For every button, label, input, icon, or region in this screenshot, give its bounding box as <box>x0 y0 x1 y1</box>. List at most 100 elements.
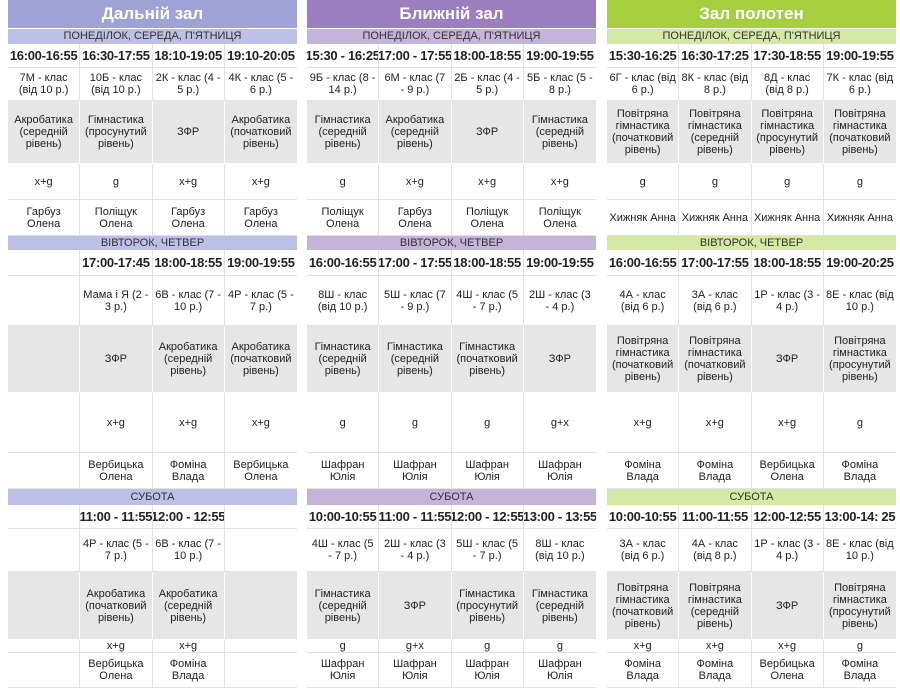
schedule-cell <box>224 505 297 529</box>
schedule-row: Гімнастика (середній рівень) ЗФР Гімнастик… <box>307 572 596 640</box>
schedule-cell: 5Ш - клас (5 - 7 р.) <box>451 529 524 572</box>
schedule-row: х+g х+g х+g <box>8 393 297 453</box>
schedule-cell: 6В - клас (7 - 10 р.) <box>152 529 225 572</box>
schedule-row: 15:30-16:25 16:30-17:25 17:30-18:55 19:00-1… <box>607 44 896 68</box>
schedule-cell: ЗФР <box>751 326 824 393</box>
schedule-row: Хижняк Анна Хижняк Анна Хижняк Анна Хижняк … <box>607 200 896 236</box>
schedule-cell: 17:00 - 17:55 <box>379 44 452 68</box>
schedule-cell: Акробатика (середній рівень) <box>8 101 81 164</box>
schedule-cell: Гімнастика (просунутий рівень) <box>451 572 524 640</box>
schedule-row: х+g х+g х+g g <box>607 640 896 653</box>
schedule-cell: Гімнастика (середній рівень) <box>523 101 596 164</box>
schedule-row: Повітряна гімнастика (початковий рівень)… <box>607 326 896 393</box>
schedule-row: Фоміна Влада Фоміна Влада Вербицька Олена Ф… <box>607 453 896 489</box>
day-bar: ВІВТОРОК, ЧЕТВЕР <box>8 236 297 250</box>
schedule-cell: 7М - клас (від 10 р.) <box>8 68 81 101</box>
schedule-cell: 2Б - клас (4 - 5 р.) <box>451 68 524 101</box>
schedule-row: 7М - клас (від 10 р.) 10Б - клас (від 10 … <box>8 68 297 101</box>
schedule-cell: Гарбуз Олена <box>152 200 225 236</box>
schedule-row: g х+g х+g х+g <box>307 164 596 200</box>
schedule-cell: 2Ш - клас (3 - 4 р.) <box>523 276 596 326</box>
schedule-cell: ЗФР <box>751 572 824 640</box>
schedule-cell: Повітряна гімнастика (просунутий рівень) <box>751 101 824 164</box>
schedule-row: 3А - клас (від 6 р.) 4А - клас (від 8 р.)… <box>607 529 896 572</box>
schedule-cell: 18:00-18:55 <box>152 250 225 276</box>
schedule-cell: Акробатика (початковий рівень) <box>224 101 297 164</box>
schedule-cell: 4К - клас (5 - 6 р.) <box>224 68 297 101</box>
schedule-row: 16:00-16:55 17:00-17:55 18:00-18:55 19:00-2… <box>607 250 896 276</box>
schedule-cell: х+g <box>751 393 824 453</box>
schedule-cell: Мама і Я (2 - 3 р.) <box>80 276 153 326</box>
schedule-cell <box>8 453 81 489</box>
schedule-cell: Гімнастика (початковий рівень) <box>451 326 524 393</box>
schedule-cell: Повітряна гімнастика (початковий рівень) <box>823 101 896 164</box>
schedule-row: 4Р - клас (5 - 7 р.) 6В - клас (7 - 10 р.… <box>8 529 297 572</box>
hall-column: Зал полотен ПОНЕДІЛОК, СЕРЕДА, П'ЯТНИЦЯ 15… <box>607 0 896 688</box>
schedule-cell: 3А - клас (від 6 р.) <box>679 276 752 326</box>
schedule-cell: Акробатика (початковий рівень) <box>224 326 297 393</box>
schedule-cell: 16:00-16:55 <box>307 250 380 276</box>
schedule-row: Акробатика (середній рівень) Гімнастика (… <box>8 101 297 164</box>
schedule-cell: g <box>379 393 452 453</box>
schedule-cell: х+g <box>152 640 225 653</box>
schedule-row: g g g g+х <box>307 393 596 453</box>
schedule-row: Повітряна гімнастика (початковий рівень)… <box>607 101 896 164</box>
schedule-row: Вербицька Олена Фоміна Влада Вербицька Оле… <box>8 453 297 489</box>
schedule-cell: Повітряна гімнастика (просунутий рівень) <box>823 572 896 640</box>
schedule-cell: Фоміна Влада <box>607 653 680 688</box>
schedule-row: Шафран Юлія Шафран Юлія Шафран Юлія Шафран … <box>307 453 596 489</box>
schedule-row: 10:00-10:55 11:00-11:55 12:00-12:55 13:00-1… <box>607 505 896 529</box>
schedule-row: Гімнастика (середній рівень) Акробатика (… <box>307 101 596 164</box>
schedule-cell: Поліщук Олена <box>523 200 596 236</box>
schedule-cell: Фоміна Влада <box>679 453 752 489</box>
day-bar: СУБОТА <box>607 489 896 505</box>
schedule-cell: 8К - клас (від 8 р.) <box>679 68 752 101</box>
schedule-cell: 1Р - клас (3 - 4 р.) <box>751 276 824 326</box>
schedule-row: g g+х g g <box>307 640 596 653</box>
schedule-cell: 19:00-20:25 <box>823 250 896 276</box>
schedule-cell: g <box>823 393 896 453</box>
schedule-cell <box>8 640 81 653</box>
schedule-cell: х+g <box>152 164 225 200</box>
schedule-cell: 10:00-10:55 <box>307 505 380 529</box>
schedule-cell: Гарбуз Олена <box>224 200 297 236</box>
schedule-cell: 8Е - клас (від 10 р.) <box>823 529 896 572</box>
schedule-cell: х+g <box>679 640 752 653</box>
schedule-cell: 18:00-18:55 <box>751 250 824 276</box>
schedule-cell: Шафран Юлія <box>379 453 452 489</box>
schedule-row: 16:00-16:55 17:00 - 17:55 18:00-18:55 19:00… <box>307 250 596 276</box>
schedule-cell: 18:00-18:55 <box>451 250 524 276</box>
schedule-row: Гімнастика (середній рівень) Гімнастика (… <box>307 326 596 393</box>
schedule-cell: Повітряна гімнастика (початковий рівень) <box>607 572 680 640</box>
schedule-cell: ЗФР <box>379 572 452 640</box>
schedule-cell: g <box>307 164 380 200</box>
schedule-cell <box>8 393 81 453</box>
schedule-cell <box>8 276 81 326</box>
schedule-cell: х+g <box>607 640 680 653</box>
hall-column: Дальній зал ПОНЕДІЛОК, СЕРЕДА, П'ЯТНИЦЯ 16… <box>8 0 297 688</box>
schedule-cell: Повітряна гімнастика (середній рівень) <box>679 572 752 640</box>
schedule-cell <box>8 326 81 393</box>
schedule-row: Поліщук Олена Гарбуз Олена Поліщук Олена По… <box>307 200 596 236</box>
schedule-cell: 13:00-14: 25 <box>823 505 896 529</box>
schedule-cell: Шафран Юлія <box>451 453 524 489</box>
schedule-cell: 19:00-19:55 <box>523 250 596 276</box>
schedule-cell: 2К - клас (4 - 5 р.) <box>152 68 225 101</box>
schedule-cell: х+g <box>80 640 153 653</box>
schedule-row: 4Ш - клас (5 - 7 р.) 2Ш - клас (3 - 4 р.)… <box>307 529 596 572</box>
schedule-cell: Фоміна Влада <box>823 653 896 688</box>
schedule-row: 11:00 - 11:55 12:00 - 12:55 <box>8 505 297 529</box>
day-bar: ПОНЕДІЛОК, СЕРЕДА, П'ЯТНИЦЯ <box>8 29 297 44</box>
schedule-cell: Повітряна гімнастика (середній рівень) <box>679 101 752 164</box>
schedule-cell: 17:00 - 17:55 <box>379 250 452 276</box>
schedule-cell: Акробатика (середній рівень) <box>379 101 452 164</box>
schedule-cell: 18:10-19:05 <box>152 44 225 68</box>
schedule-cell: 6В - клас (7 - 10 р.) <box>152 276 225 326</box>
schedule-cell: g <box>751 164 824 200</box>
schedule-cell: 10Б - клас (від 10 р.) <box>80 68 153 101</box>
schedule-cell: х+g <box>607 393 680 453</box>
schedule-cell: 9Б - клас (8 - 14 р.) <box>307 68 380 101</box>
schedule-cell: х+g <box>224 393 297 453</box>
schedule-cell: 5Б - клас (5 - 8 р.) <box>523 68 596 101</box>
